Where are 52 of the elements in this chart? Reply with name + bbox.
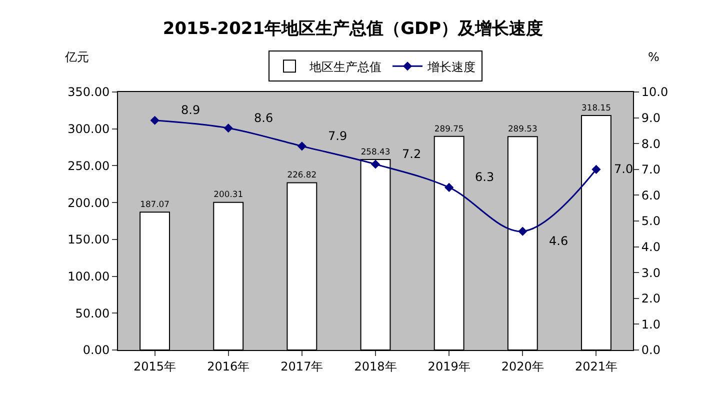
data-label: 8.9 (181, 103, 200, 117)
point (224, 124, 233, 133)
y-tick-label: 150.00 (68, 232, 110, 247)
y2-tick-label: 10.0 (641, 85, 668, 100)
point (297, 142, 306, 151)
data-label: 318.15 (582, 102, 611, 112)
x-tick-label: 2019年 (428, 359, 470, 374)
x-tick-label: 2018年 (354, 359, 397, 374)
data-label: 289.75 (434, 123, 464, 134)
point (150, 116, 160, 125)
legend-label: 增长速度 (426, 60, 476, 74)
data-label: 187.07 (140, 199, 170, 209)
y-tick-label: 100.00 (68, 269, 110, 284)
point (370, 160, 380, 169)
y-tick-label: 0.00 (82, 343, 110, 358)
y-tick-label: 350.00 (68, 85, 110, 100)
y-tick-label: 50.00 (75, 306, 110, 320)
x-tick-label: 2017年 (280, 359, 324, 374)
data-label: 8.6 (254, 111, 274, 125)
data-label: 6.3 (475, 170, 494, 184)
data-label: 258.43 (360, 146, 390, 156)
x-tick-label: 2020年 (501, 359, 544, 374)
x-tick-label: 2016年 (207, 359, 250, 374)
data-label: 7.9 (328, 129, 348, 143)
data-label: 289.53 (508, 123, 538, 134)
data-label: 200.31 (214, 189, 244, 200)
y2-tick-label: 0.0 (641, 343, 660, 358)
y2-tick-label: 6.0 (641, 188, 660, 202)
data-label: 4.6 (549, 234, 568, 248)
y2-tick-label: 1.0 (641, 317, 660, 332)
legend-label: 地区生产总值 (308, 60, 382, 74)
data-label: 7.2 (402, 147, 422, 161)
point (518, 226, 528, 236)
y-tick-label: 200.00 (68, 196, 110, 210)
x-tick-label: 2015年 (134, 359, 176, 374)
y2-tick-label: 7.0 (641, 162, 660, 177)
y2-tick-label: 2.0 (641, 292, 660, 306)
y-axis-title: 亿元 (64, 50, 89, 64)
point (444, 182, 454, 192)
x-tick-label: 2021年 (574, 359, 618, 374)
chart-title: 2015-2021年地区生产总值（GDP）及增长速度 (162, 18, 544, 39)
y2-tick-label: 3.0 (641, 266, 660, 280)
y2-tick-label: 5.0 (641, 214, 660, 228)
data-label: 226.82 (287, 170, 317, 180)
y2-axis-title: % (648, 50, 660, 64)
y-tick-label: 250.00 (68, 158, 110, 173)
y2-tick-label: 9.0 (641, 111, 660, 125)
y2-tick-label: 4.0 (641, 240, 660, 254)
y2-tick-label: 8.0 (641, 136, 660, 151)
point (592, 164, 601, 174)
y-tick-label: 300.00 (68, 122, 110, 136)
data-label: 7.0 (614, 162, 634, 176)
